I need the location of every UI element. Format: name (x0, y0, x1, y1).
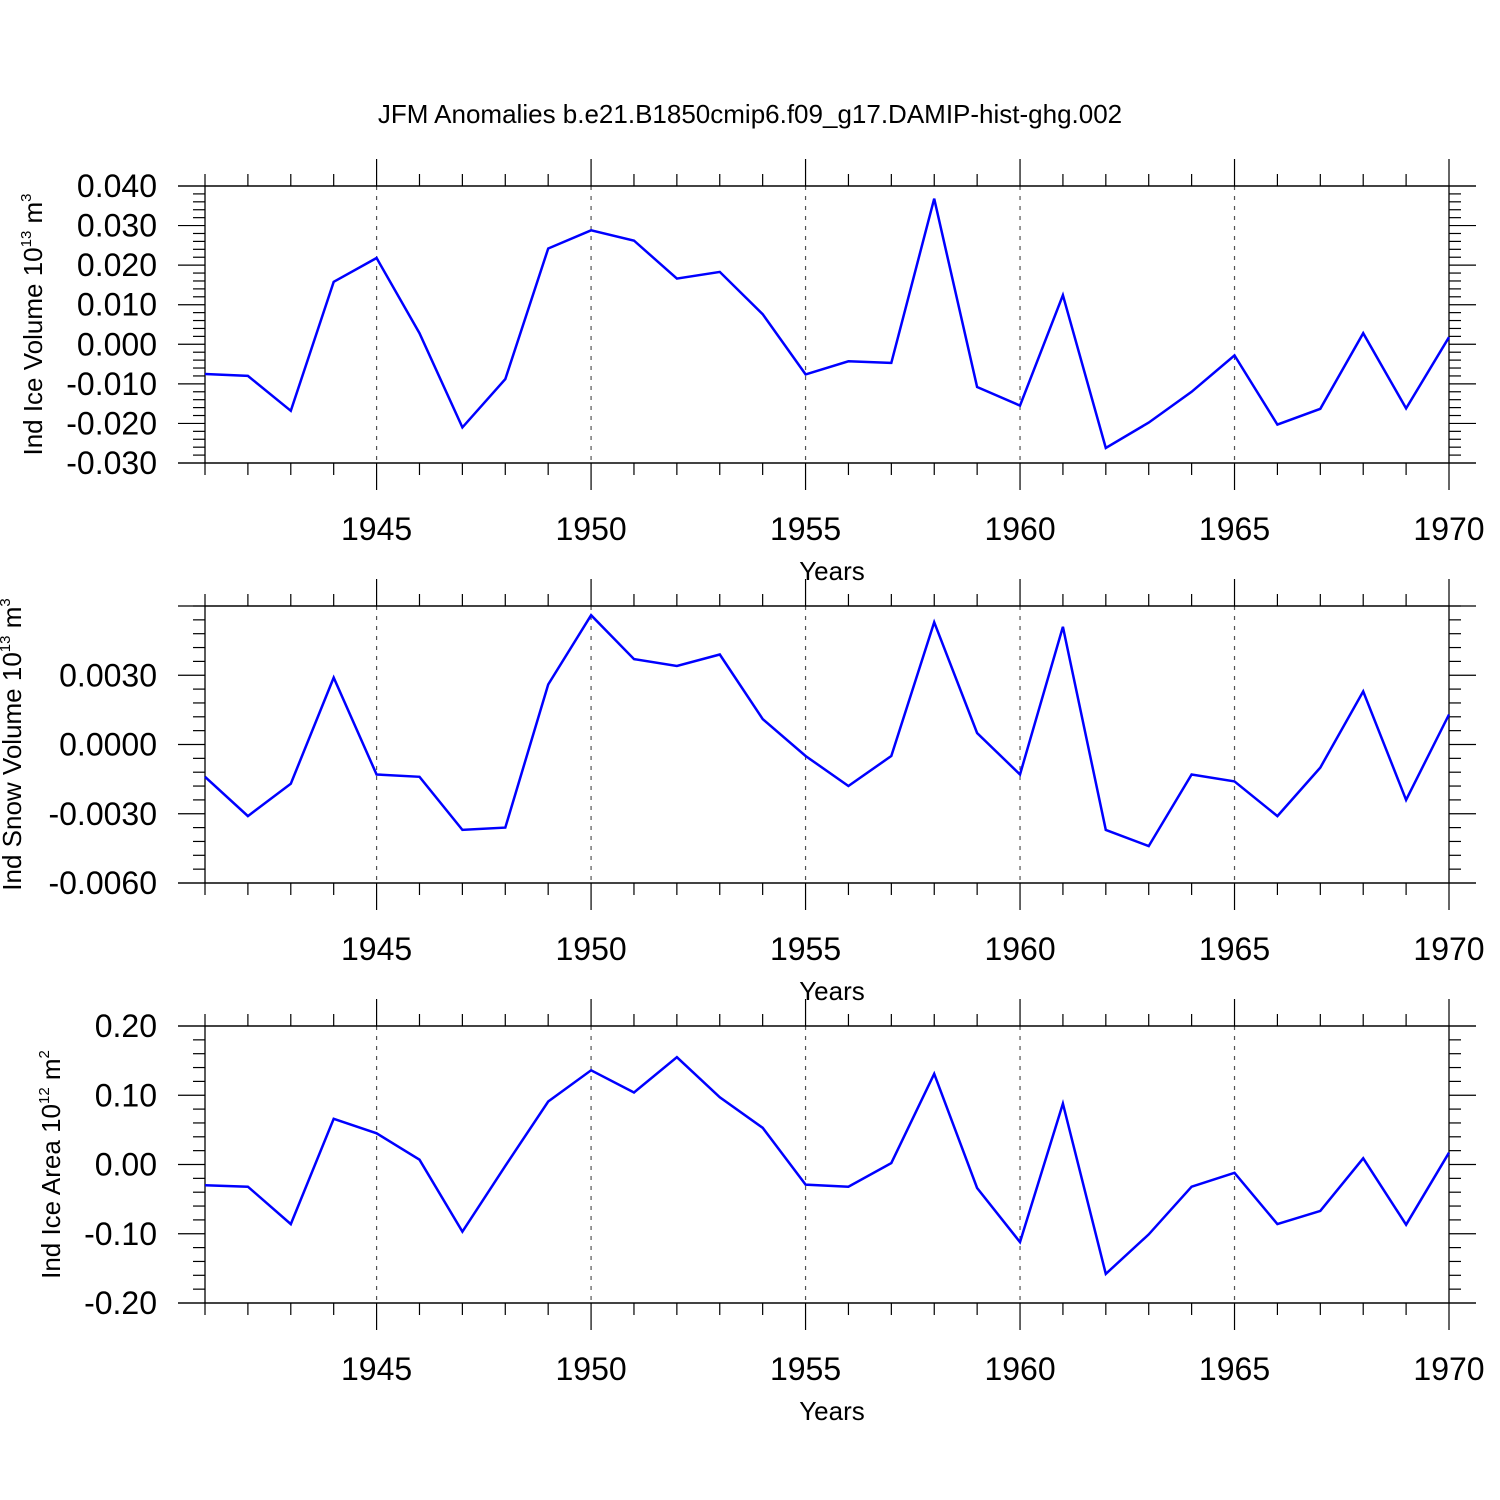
x-tick-label: 1950 (555, 931, 626, 967)
y-tick-label: 0.010 (77, 287, 157, 323)
x-tick-label: 1965 (1199, 931, 1270, 967)
y-tick-label: 0.10 (95, 1077, 157, 1113)
x-tick-label: 1960 (984, 1351, 1055, 1387)
y-tick-label: 0.040 (77, 168, 157, 204)
y-tick-label: -0.0060 (48, 865, 157, 901)
figure-title: JFM Anomalies b.e21.B1850cmip6.f09_g17.D… (378, 99, 1122, 129)
x-axis-label: Years (799, 1396, 865, 1426)
y-tick-label: 0.020 (77, 247, 157, 283)
x-tick-label: 1970 (1413, 1351, 1484, 1387)
y-axis-label: Ind Ice Volume 1013 m3 (18, 193, 48, 455)
plot-frame (204, 605, 1450, 884)
x-tick-label: 1945 (341, 1351, 412, 1387)
series-line (204, 613, 1451, 848)
plot-frame (204, 1025, 1450, 1304)
y-tick-label: -0.0030 (48, 796, 157, 832)
series-line (204, 198, 1451, 450)
y-tick-label: -0.020 (66, 405, 157, 441)
x-tick-label: 1960 (984, 931, 1055, 967)
x-tick-label: 1965 (1199, 1351, 1270, 1387)
y-tick-label: -0.010 (66, 366, 157, 402)
x-tick-label: 1970 (1413, 931, 1484, 967)
y-tick-label: 0.030 (77, 208, 157, 244)
x-tick-label: 1955 (770, 1351, 841, 1387)
y-tick-label: -0.030 (66, 445, 157, 481)
y-tick-label: 0.0000 (59, 727, 157, 763)
y-tick-label: -0.10 (84, 1216, 157, 1252)
y-axis-label: Ind Snow Volume 1013 m3 (0, 598, 27, 890)
x-axis-label: Years (799, 556, 865, 586)
x-tick-label: 1965 (1199, 511, 1270, 547)
x-axis-label: Years (799, 976, 865, 1006)
y-tick-label: 0.00 (95, 1147, 157, 1183)
y-axis-label: Ind Ice Area 1012 m2 (36, 1050, 66, 1279)
x-tick-label: 1960 (984, 511, 1055, 547)
series-line (204, 1055, 1451, 1277)
y-tick-label: 0.0030 (59, 657, 157, 693)
panel-3: -0.20 -0.10 0.00 0.10 0.20 1945 1950 1955 1960 19… (36, 999, 1485, 1426)
x-tick-label: 1945 (341, 931, 412, 967)
x-tick-label: 1955 (770, 931, 841, 967)
plot-frame (204, 185, 1450, 464)
x-tick-label: 1945 (341, 511, 412, 547)
x-tick-label: 1955 (770, 511, 841, 547)
x-tick-label: 1970 (1413, 511, 1484, 547)
y-tick-label: -0.20 (84, 1285, 157, 1321)
x-tick-label: 1950 (555, 1351, 626, 1387)
x-tick-label: 1950 (555, 511, 626, 547)
y-tick-label: 0.20 (95, 1008, 157, 1044)
panel-2: -0.0060 -0.0030 0.0000 0.0030 1945 1950 1955 19… (0, 579, 1485, 1006)
y-tick-label: 0.000 (77, 326, 157, 362)
